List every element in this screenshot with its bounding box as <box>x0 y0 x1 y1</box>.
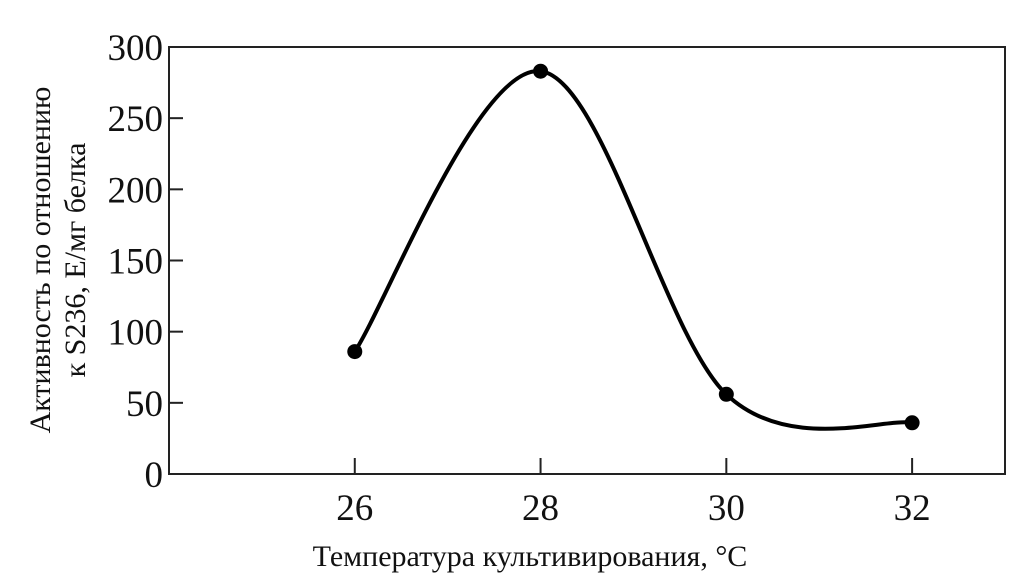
x-tick-label: 30 <box>708 488 745 529</box>
x-axis-label: Температура культивирования, °С <box>313 540 748 573</box>
y-tick-label: 0 <box>145 455 164 496</box>
y-tick-label: 200 <box>108 170 164 211</box>
x-tick-label: 26 <box>336 488 373 529</box>
y-axis-label-line-2: к S236, Е/мг белка <box>59 143 92 378</box>
plot-frame <box>168 46 1006 475</box>
data-point <box>718 386 734 402</box>
y-tick-label: 300 <box>108 28 164 69</box>
y-tick-label: 50 <box>126 384 163 425</box>
y-tick-label: 100 <box>108 313 164 354</box>
y-axis-label-line-1: Активность по отношению <box>24 87 57 434</box>
x-tick-label: 28 <box>522 488 559 529</box>
data-point <box>904 415 920 431</box>
y-tick-label: 150 <box>108 242 164 283</box>
series-curve <box>353 69 913 431</box>
data-point <box>347 344 363 360</box>
y-tick-label: 250 <box>108 99 164 140</box>
x-tick-label: 32 <box>894 488 931 529</box>
data-point <box>533 63 549 79</box>
